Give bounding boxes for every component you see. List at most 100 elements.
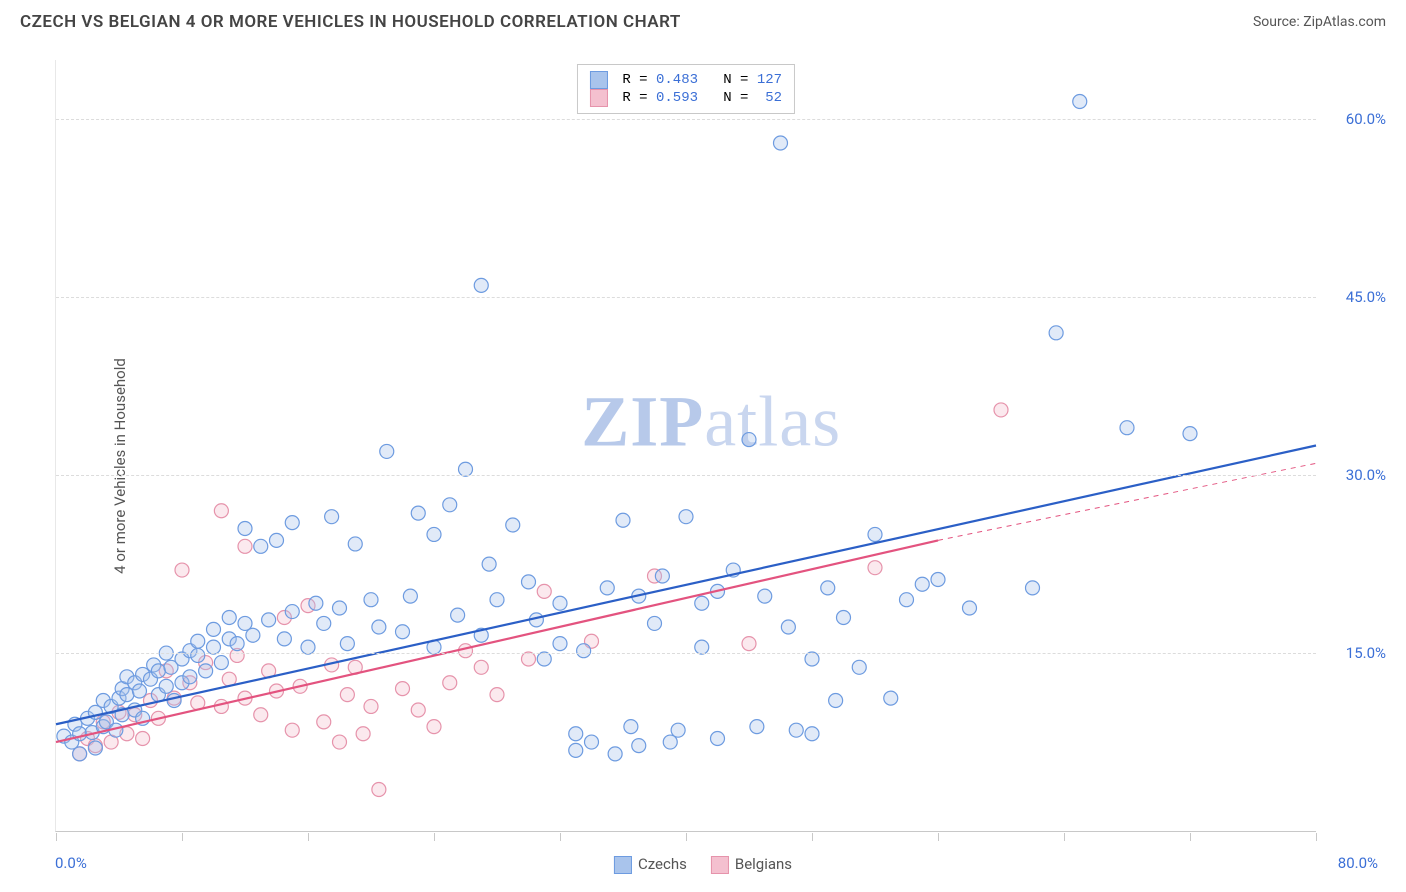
gridline [56,119,1316,120]
data-point [774,136,788,150]
data-point [356,727,370,741]
data-point [238,539,252,553]
data-point [569,743,583,757]
data-point [474,660,488,674]
data-point [522,575,536,589]
data-point [994,403,1008,417]
data-point [88,741,102,755]
x-tick [434,833,435,841]
data-point [309,596,323,610]
data-point [931,573,945,587]
data-point [348,537,362,551]
data-point [821,581,835,595]
data-point [837,610,851,624]
data-point [1073,95,1087,109]
data-point [474,278,488,292]
data-point [490,688,504,702]
data-point [301,640,315,654]
data-point [868,527,882,541]
data-point [1120,421,1134,435]
data-point [506,518,520,532]
data-point [246,628,260,642]
chart-title: CZECH VS BELGIAN 4 OR MORE VEHICLES IN H… [20,12,681,32]
data-point [175,563,189,577]
data-point [427,720,441,734]
data-point [159,679,173,693]
data-point [403,589,417,603]
data-point [73,747,87,761]
data-point [364,593,378,607]
data-point [963,601,977,615]
series-legend: CzechsBelgians [614,855,792,874]
y-tick-label: 45.0% [1326,288,1386,306]
data-point [789,723,803,737]
gridline [56,297,1316,298]
data-point [132,684,146,698]
data-point [427,527,441,541]
x-tick [1190,833,1191,841]
data-point [238,522,252,536]
data-point [191,634,205,648]
data-point [333,601,347,615]
data-point [490,593,504,607]
x-tick [1316,833,1317,841]
data-point [600,581,614,595]
data-point [805,727,819,741]
plot-svg [56,60,1316,831]
data-point [207,640,221,654]
data-point [451,608,465,622]
regression-line [56,446,1316,725]
data-point [380,444,394,458]
data-point [482,557,496,571]
gridline [56,475,1316,476]
y-tick-label: 60.0% [1326,110,1386,128]
data-point [1026,581,1040,595]
series-legend-label: Belgians [735,855,792,873]
data-point [222,610,236,624]
data-point [742,433,756,447]
x-tick [560,833,561,841]
data-point [317,715,331,729]
x-tick [938,833,939,841]
chart-header: CZECH VS BELGIAN 4 OR MORE VEHICLES IN H… [0,0,1406,40]
data-point [340,688,354,702]
data-point [608,747,622,761]
legend-swatch [614,856,632,874]
data-point [285,605,299,619]
legend-swatch [711,856,729,874]
data-point [443,498,457,512]
data-point [671,723,685,737]
data-point [262,613,276,627]
data-point [443,676,457,690]
data-point [459,644,473,658]
y-tick-label: 15.0% [1326,644,1386,662]
gridline [56,653,1316,654]
data-point [136,731,150,745]
data-point [1183,427,1197,441]
source-prefix: Source: [1253,14,1303,30]
data-point [277,632,291,646]
x-tick [56,833,57,841]
source-name: ZipAtlas.com [1303,14,1386,30]
x-tick [182,833,183,841]
data-point [695,596,709,610]
data-point [340,637,354,651]
data-point [577,644,591,658]
data-point [459,462,473,476]
data-point [396,682,410,696]
data-point [167,694,181,708]
x-axis-max-label: 80.0% [1338,854,1378,872]
data-point [1049,326,1063,340]
data-point [829,694,843,708]
data-point [624,720,638,734]
plot-region: ZIPatlas R = 0.483 N = 127 R = 0.593 N =… [55,60,1316,832]
data-point [214,504,228,518]
data-point [553,637,567,651]
data-point [915,577,929,591]
data-point [781,620,795,634]
y-tick-label: 30.0% [1326,466,1386,484]
data-point [411,506,425,520]
data-point [537,584,551,598]
data-point [214,656,228,670]
data-point [900,593,914,607]
